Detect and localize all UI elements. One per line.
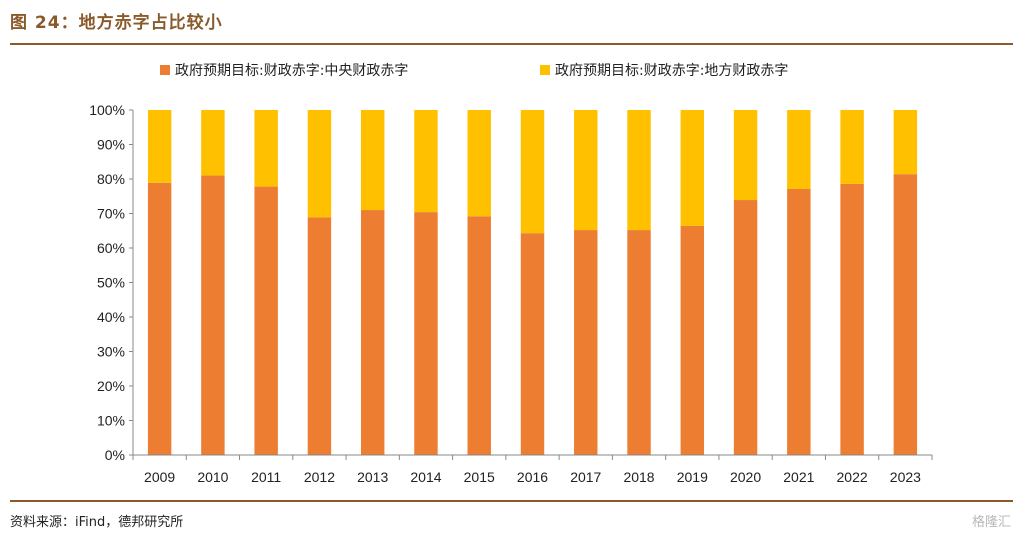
bar-local-2022 xyxy=(840,110,864,184)
legend-swatch-local xyxy=(540,65,550,75)
bar-local-2020 xyxy=(733,110,758,201)
legend-swatch-central xyxy=(160,65,170,75)
bar-central-2017 xyxy=(574,230,598,455)
bar-central-2023 xyxy=(893,174,918,456)
y-tick-label: 90% xyxy=(97,137,125,153)
y-tick-label: 50% xyxy=(97,275,125,291)
bar-local-2015 xyxy=(467,110,491,217)
y-tick-label: 40% xyxy=(97,309,125,325)
source-note: 资料来源：iFind，德邦研究所 xyxy=(10,515,184,530)
bar-local-2011 xyxy=(254,110,278,187)
bar-local-2019 xyxy=(680,110,705,226)
x-tick-label: 2009 xyxy=(144,469,175,485)
x-tick-label: 2017 xyxy=(570,469,601,485)
y-tick-label: 0% xyxy=(105,447,125,463)
bar-central-2018 xyxy=(627,230,651,455)
x-tick-label: 2013 xyxy=(357,469,388,485)
y-tick-label: 20% xyxy=(97,378,125,394)
bar-central-2022 xyxy=(840,183,864,455)
x-tick-label: 2023 xyxy=(890,469,921,485)
bar-central-2013 xyxy=(360,210,385,455)
watermark-logo: 格隆汇 xyxy=(971,515,1011,530)
x-tick-label: 2016 xyxy=(517,469,548,485)
bar-central-2020 xyxy=(733,200,758,455)
bar-local-2016 xyxy=(520,110,545,234)
bar-local-2009 xyxy=(147,110,172,183)
y-tick-label: 70% xyxy=(97,206,125,222)
title-divider xyxy=(10,43,1013,45)
y-tick-label: 30% xyxy=(97,344,125,360)
legend-label-local: 政府预期目标:财政赤字:地方财政赤字 xyxy=(555,63,788,79)
legend: 政府预期目标:财政赤字:中央财政赤字 政府预期目标:财政赤字:地方财政赤字 xyxy=(160,63,788,79)
bar-local-2013 xyxy=(360,110,385,211)
legend-label-central: 政府预期目标:财政赤字:中央财政赤字 xyxy=(175,63,408,79)
x-tick-label: 2018 xyxy=(623,469,654,485)
bar-local-2012 xyxy=(307,110,332,218)
bar-local-2014 xyxy=(414,110,438,213)
x-axis: 2009 2010 2011 2012 2013 2014 2015 2016 2017 2018… xyxy=(132,454,933,485)
figure-title: 图 24：地方赤字占比较小 xyxy=(10,13,223,33)
x-tick-label: 2019 xyxy=(677,469,708,485)
x-tick-label: 2012 xyxy=(304,469,335,485)
bar-local-2023 xyxy=(893,110,918,175)
bar-local-2017 xyxy=(574,110,598,231)
bar-local-2010 xyxy=(201,110,225,176)
y-tick-label: 80% xyxy=(97,171,125,187)
bar-local-2018 xyxy=(627,110,651,231)
bar-local-2021 xyxy=(787,110,811,190)
x-tick-label: 2021 xyxy=(783,469,814,485)
bar-central-2012 xyxy=(307,217,332,455)
bar-central-2014 xyxy=(414,212,438,455)
bar-central-2010 xyxy=(201,175,225,456)
footer-divider xyxy=(10,500,1013,502)
x-tick-label: 2011 xyxy=(251,469,281,485)
y-tick-label: 60% xyxy=(97,240,125,256)
bar-central-2021 xyxy=(787,189,811,455)
x-tick-label: 2015 xyxy=(464,469,495,485)
y-tick-label: 10% xyxy=(97,413,125,429)
bar-central-2019 xyxy=(680,225,705,455)
stacked-bar-chart: 政府预期目标:财政赤字:中央财政赤字 政府预期目标:财政赤字:地方财政赤字 0%… xyxy=(89,63,933,485)
bar-central-2009 xyxy=(147,182,172,456)
y-tick-label: 100% xyxy=(89,102,125,118)
x-tick-label: 2010 xyxy=(197,469,228,485)
x-tick-label: 2022 xyxy=(837,469,868,485)
x-tick-label: 2014 xyxy=(410,469,441,485)
bar-central-2016 xyxy=(520,233,545,455)
bar-central-2011 xyxy=(254,186,278,455)
x-tick-label: 2020 xyxy=(730,469,761,485)
bars xyxy=(147,110,918,456)
y-axis: 0% 10% 20% 30% 40% 50% 60% 70% 80% 90% 100% xyxy=(89,102,134,463)
bar-central-2015 xyxy=(467,216,491,455)
